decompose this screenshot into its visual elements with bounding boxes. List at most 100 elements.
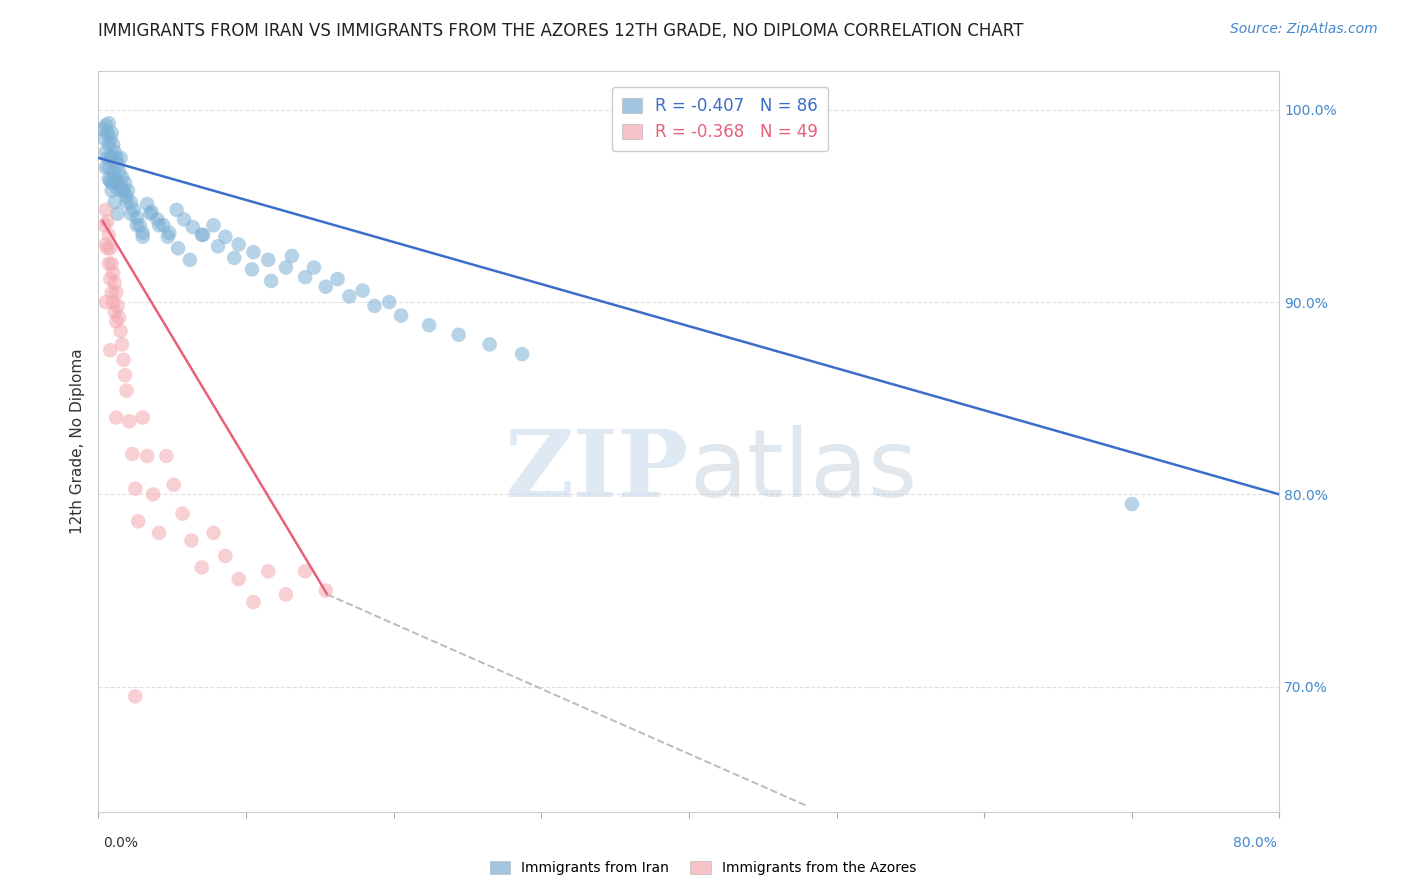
Point [118,414,141,428]
Point [124,482,146,496]
Point [112,352,135,367]
Point [1121,497,1143,511]
Point [107,207,129,221]
Point [180,533,202,548]
Text: IMMIGRANTS FROM IRAN VS IMMIGRANTS FROM THE AZORES 12TH GRADE, NO DIPLOMA CORREL: IMMIGRANTS FROM IRAN VS IMMIGRANTS FROM … [98,22,1024,40]
Point [114,368,136,383]
Point [191,227,214,242]
Point [110,178,132,192]
Point [114,176,136,190]
Point [132,229,155,244]
Point [302,260,325,275]
Point [136,197,159,211]
Point [202,218,225,232]
Point [257,252,280,267]
Point [202,525,225,540]
Point [105,151,128,165]
Point [94,295,117,310]
Point [94,161,117,175]
Point [98,174,121,188]
Point [100,184,122,198]
Point [339,289,360,303]
Point [97,172,120,186]
Point [315,583,337,598]
Point [128,218,150,232]
Point [105,176,128,190]
Point [97,227,120,242]
Point [117,184,139,198]
Point [274,587,297,601]
Point [352,284,374,298]
Point [136,449,159,463]
Point [94,118,117,132]
Point [510,347,533,361]
Point [315,279,337,293]
Point [105,314,128,328]
Point [112,184,135,198]
Text: ZIP: ZIP [505,426,689,516]
Point [98,151,121,165]
Point [148,218,170,232]
Point [96,214,118,228]
Point [103,137,125,152]
Point [108,164,131,178]
Point [122,202,145,217]
Point [181,220,204,235]
Point [478,337,501,351]
Point [228,237,250,252]
Point [139,207,162,221]
Point [107,299,129,313]
Point [105,410,128,425]
Point [96,241,118,255]
Point [111,337,134,351]
Point [108,310,131,325]
Point [294,565,316,579]
Point [120,207,142,221]
Point [111,170,134,185]
Point [111,184,134,198]
Point [242,245,264,260]
Point [104,195,127,210]
Point [98,131,121,145]
Point [98,272,121,286]
Point [104,170,127,185]
Point [163,478,186,492]
Point [98,241,121,255]
Point [281,249,304,263]
Point [105,285,128,300]
Point [257,565,280,579]
Point [107,156,129,170]
Point [93,131,115,145]
Point [193,227,215,242]
Point [447,327,470,342]
Point [93,218,115,232]
Point [125,211,148,225]
Point [207,239,229,253]
Point [97,257,120,271]
Point [110,324,132,338]
Text: Source: ZipAtlas.com: Source: ZipAtlas.com [1230,22,1378,37]
Point [157,226,180,240]
Point [104,304,127,318]
Point [115,195,138,210]
Point [146,212,169,227]
Legend: Immigrants from Iran, Immigrants from the Azores: Immigrants from Iran, Immigrants from th… [484,855,922,880]
Text: 80.0%: 80.0% [1233,836,1277,850]
Point [104,276,127,290]
Point [110,151,132,165]
Point [91,122,114,136]
Y-axis label: 12th Grade, No Diploma: 12th Grade, No Diploma [70,349,86,534]
Text: 0.0%: 0.0% [103,836,138,850]
Point [103,164,125,178]
Point [228,572,250,586]
Point [156,229,179,244]
Point [98,343,121,358]
Point [224,251,246,265]
Point [100,151,122,165]
Point [97,161,120,175]
Point [127,514,149,528]
Point [94,145,117,160]
Point [94,237,117,252]
Point [148,525,170,540]
Point [121,447,143,461]
